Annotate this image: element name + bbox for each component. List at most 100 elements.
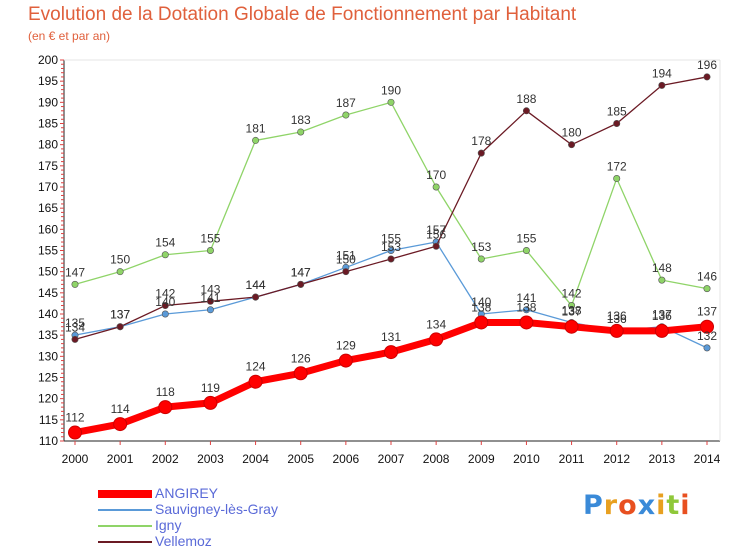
series-point-1 <box>387 247 395 255</box>
data-label: 185 <box>607 105 627 119</box>
data-label: 156 <box>426 227 446 241</box>
series-point-3 <box>252 293 260 301</box>
legend-label: Igny <box>155 517 182 533</box>
series-point-1 <box>206 306 214 314</box>
series-point-2 <box>116 268 124 276</box>
series-point-3 <box>658 81 666 89</box>
data-label: 181 <box>246 121 266 135</box>
x-tick-label: 2000 <box>62 452 89 466</box>
series-point-2 <box>297 128 305 136</box>
data-label: 137 <box>697 305 717 319</box>
y-tick-label: 130 <box>38 349 58 363</box>
x-tick-label: 2003 <box>197 452 224 466</box>
series-point-2 <box>342 111 350 119</box>
y-tick-label: 200 <box>38 53 58 67</box>
data-label: 172 <box>607 160 627 174</box>
legend-item: Igny <box>98 517 358 534</box>
data-label: 138 <box>471 300 491 314</box>
y-tick-label: 180 <box>38 138 58 152</box>
series-point-3 <box>613 120 621 128</box>
data-label: 137 <box>652 308 672 322</box>
data-label: 150 <box>110 253 130 267</box>
data-label: 151 <box>336 248 356 262</box>
series-point-2 <box>568 302 576 310</box>
data-label: 147 <box>291 265 311 279</box>
x-tick-label: 2013 <box>649 452 676 466</box>
data-label: 188 <box>516 92 536 106</box>
logo-letter: i <box>680 490 691 521</box>
y-tick-label: 170 <box>38 180 58 194</box>
series-point-0 <box>293 366 308 381</box>
data-label: 136 <box>652 309 672 323</box>
data-label: 146 <box>697 270 717 284</box>
chart-subtitle: (en € et par an) <box>28 29 111 43</box>
y-tick-label: 140 <box>38 307 58 321</box>
data-label: 196 <box>697 58 717 72</box>
y-tick-label: 135 <box>38 328 58 342</box>
series-point-0 <box>564 319 579 334</box>
legend-label: Sauvigney-lès-Gray <box>155 501 278 517</box>
data-label: 129 <box>336 339 356 353</box>
legend: ANGIREY Sauvigney-lès-Gray Igny Vellemoz <box>98 485 358 550</box>
y-tick-label: 110 <box>39 434 58 448</box>
logo-letter: r <box>603 490 619 521</box>
data-label: 155 <box>381 232 401 246</box>
data-label: 114 <box>111 402 130 416</box>
x-tick-label: 2009 <box>468 452 495 466</box>
data-label: 178 <box>471 134 491 148</box>
series-point-2 <box>432 183 440 191</box>
data-label: 180 <box>562 126 582 140</box>
y-tick-label: 195 <box>38 74 58 88</box>
legend-label: Vellemoz <box>155 533 212 549</box>
series-point-2 <box>477 255 485 263</box>
legend-swatch <box>98 541 152 543</box>
y-tick-label: 150 <box>38 265 58 279</box>
series-point-3 <box>161 302 169 310</box>
data-label: 144 <box>246 278 266 292</box>
legend-swatch <box>98 509 152 511</box>
data-label: 141 <box>516 291 536 305</box>
data-label: 134 <box>65 320 85 334</box>
series-point-3 <box>206 297 214 305</box>
data-label: 136 <box>607 309 627 323</box>
series-point-1 <box>703 344 711 352</box>
chart-title: Evolution de la Dotation Globale de Fonc… <box>28 4 577 25</box>
data-label: 190 <box>381 83 401 97</box>
series-point-2 <box>703 285 711 293</box>
y-tick-label: 190 <box>38 95 58 109</box>
data-label: 137 <box>110 308 130 322</box>
series-point-3 <box>432 242 440 250</box>
data-label: 187 <box>336 96 356 110</box>
series-point-0 <box>429 332 444 347</box>
series-point-0 <box>68 425 82 440</box>
data-label: 141 <box>200 291 220 305</box>
x-tick-label: 2010 <box>513 452 540 466</box>
data-label: 132 <box>697 329 717 343</box>
data-label: 183 <box>291 113 311 127</box>
data-label: 135 <box>65 316 85 330</box>
logo-letter: t <box>666 490 681 521</box>
data-label: 138 <box>562 303 582 317</box>
series-point-2 <box>161 251 169 259</box>
logo-letter: P <box>583 490 604 521</box>
series-point-0 <box>203 395 218 410</box>
legend-item: ANGIREY <box>98 485 358 502</box>
x-tick-label: 2002 <box>152 452 179 466</box>
series-point-0 <box>384 345 398 360</box>
series-point-2 <box>387 98 395 106</box>
legend-label: ANGIREY <box>155 485 219 501</box>
y-tick-label: 155 <box>38 244 58 258</box>
data-label: 138 <box>516 300 536 314</box>
x-tick-label: 2008 <box>423 452 450 466</box>
data-label: 147 <box>291 265 311 279</box>
series-point-3 <box>568 141 576 149</box>
data-label: 194 <box>652 66 672 80</box>
data-label: 131 <box>381 330 401 344</box>
series-point-0 <box>338 353 353 368</box>
data-label: 144 <box>246 278 266 292</box>
x-tick-label: 2011 <box>559 452 585 466</box>
series-point-3 <box>116 323 124 331</box>
y-tick-label: 165 <box>38 201 58 215</box>
y-tick-label: 115 <box>39 413 58 427</box>
